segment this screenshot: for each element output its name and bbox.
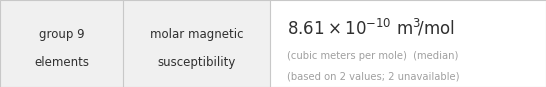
Text: molar magnetic: molar magnetic: [150, 28, 244, 41]
Text: $8.61\times10^{-10}\ \mathrm{m}^3\!\mathrm{/mol}$: $8.61\times10^{-10}\ \mathrm{m}^3\!\math…: [287, 17, 454, 38]
Text: (cubic meters per mole)  (median): (cubic meters per mole) (median): [287, 51, 458, 61]
Text: elements: elements: [34, 56, 89, 69]
Text: (based on 2 values; 2 unavailable): (based on 2 values; 2 unavailable): [287, 72, 459, 82]
Text: susceptibility: susceptibility: [157, 56, 236, 69]
Bar: [123, 0, 270, 87]
Bar: [0, 0, 123, 87]
Text: group 9: group 9: [39, 28, 84, 41]
